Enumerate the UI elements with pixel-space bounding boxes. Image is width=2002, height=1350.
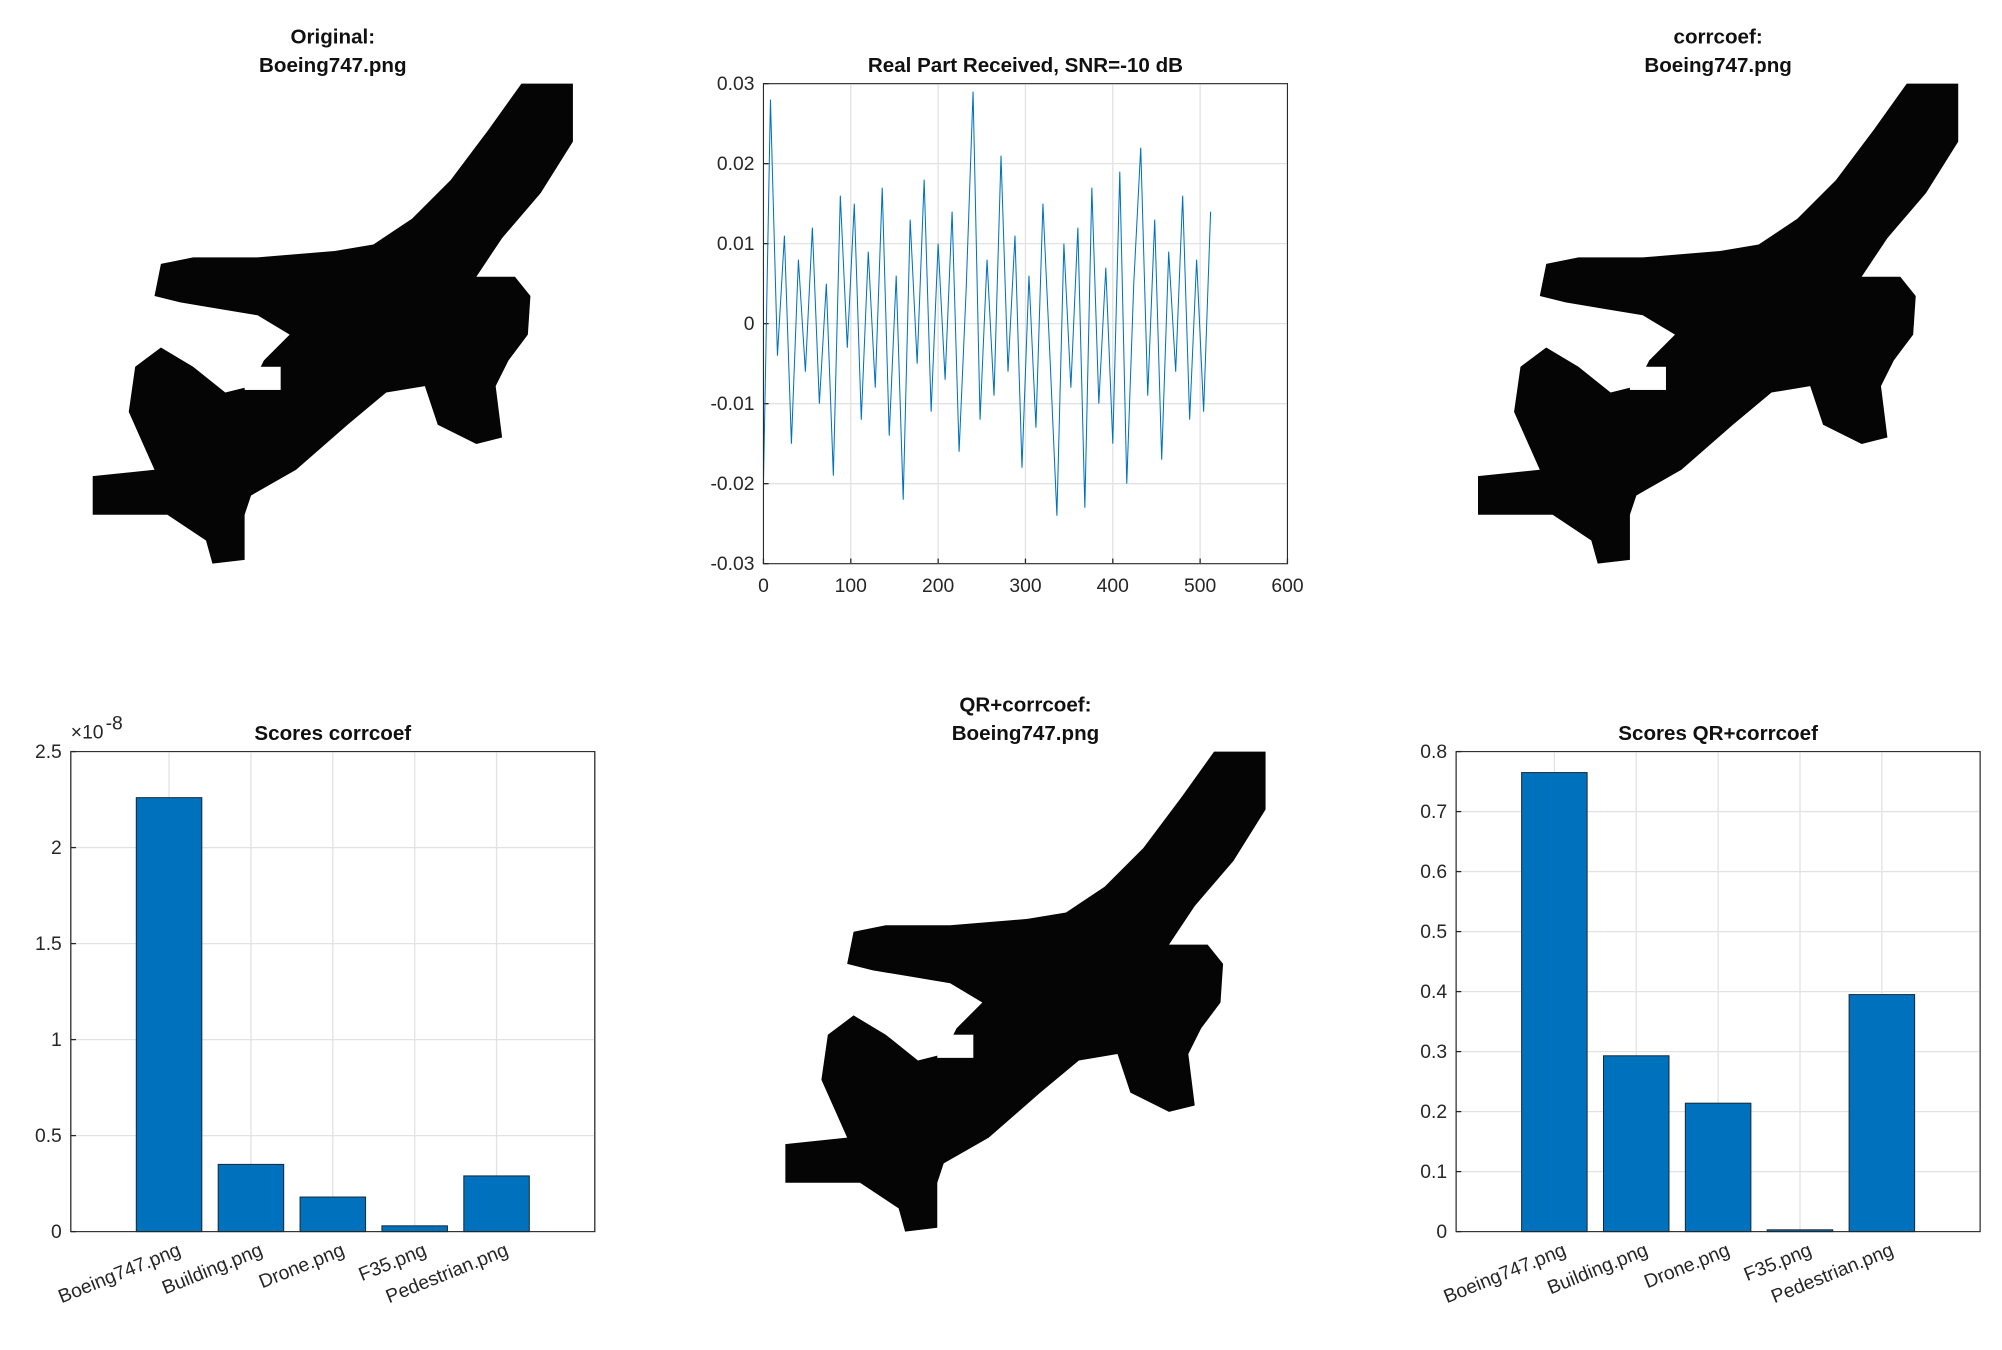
y-tick-label: 0.2 <box>1420 1102 1447 1123</box>
chart-title: Original: <box>290 26 375 49</box>
chart-title: Scores corrcoef <box>254 722 411 745</box>
chart-title: QR+corrcoef: <box>959 694 1091 717</box>
chart-title: corrcoef: <box>1674 26 1763 49</box>
y-tick-label: 0 <box>744 314 755 335</box>
x-tick-label: 0 <box>758 576 769 597</box>
bar <box>1521 772 1588 1233</box>
bar <box>381 1225 448 1233</box>
x-tick-label: 600 <box>1271 576 1303 597</box>
image-gap <box>1629 366 1666 390</box>
x-tick-label: 200 <box>922 576 954 597</box>
y-tick-label: 0 <box>1436 1222 1447 1243</box>
axes-border <box>1455 751 1981 1233</box>
x-tick-label: 500 <box>1184 576 1216 597</box>
image-gap <box>937 1034 974 1058</box>
y-tick-label: 0 <box>51 1222 62 1243</box>
y-tick-label: 1.5 <box>35 934 62 955</box>
y-tick-label: 0.4 <box>1420 982 1447 1003</box>
y-tick-label: -0.01 <box>710 394 754 415</box>
y-tick-label: 0.03 <box>717 74 755 95</box>
y-tick-label: 0.7 <box>1420 802 1447 823</box>
line-series <box>762 91 1212 516</box>
y-tick-label: -0.03 <box>710 554 754 575</box>
x-tick-label: 300 <box>1009 576 1041 597</box>
y-tick-label: 0.6 <box>1420 862 1447 883</box>
y-tick-label: 0.02 <box>717 154 755 175</box>
chart-title: Real Part Received, SNR=-10 dB <box>868 54 1183 77</box>
axes-border <box>70 751 596 1233</box>
chart-title: Boeing747.png <box>952 722 1100 745</box>
axes-border <box>762 83 1288 565</box>
bar <box>1602 1055 1670 1233</box>
y-tick-label: 0.01 <box>717 234 755 255</box>
bar <box>1684 1102 1752 1233</box>
image-silhouette <box>1478 83 1959 564</box>
chart-title: Scores QR+corrcoef <box>1618 722 1818 745</box>
y-tick-label: 0.8 <box>1420 742 1447 763</box>
y-tick-label: 0.1 <box>1420 1162 1447 1183</box>
y-multiplier-exponent: -8 <box>106 714 123 735</box>
bar <box>217 1163 285 1233</box>
x-tick-label: 400 <box>1097 576 1129 597</box>
bar <box>135 797 203 1233</box>
y-tick-label: 1 <box>51 1030 62 1051</box>
bar <box>299 1196 367 1233</box>
image-gap <box>244 366 281 390</box>
image-silhouette <box>785 751 1266 1232</box>
y-tick-label: 0.3 <box>1420 1042 1447 1063</box>
bar <box>1848 994 1916 1233</box>
y-tick-label: 2.5 <box>35 742 62 763</box>
bar <box>463 1175 530 1233</box>
chart-title: Boeing747.png <box>259 54 407 77</box>
y-tick-label: -0.02 <box>710 474 754 495</box>
y-tick-label: 0.5 <box>35 1126 62 1147</box>
y-multiplier-base: ×10 <box>71 723 104 744</box>
x-tick-label: 100 <box>835 576 867 597</box>
image-silhouette <box>92 83 573 564</box>
chart-title: Boeing747.png <box>1644 54 1792 77</box>
y-tick-label: 2 <box>51 838 62 859</box>
y-tick-label: 0.5 <box>1420 922 1447 943</box>
